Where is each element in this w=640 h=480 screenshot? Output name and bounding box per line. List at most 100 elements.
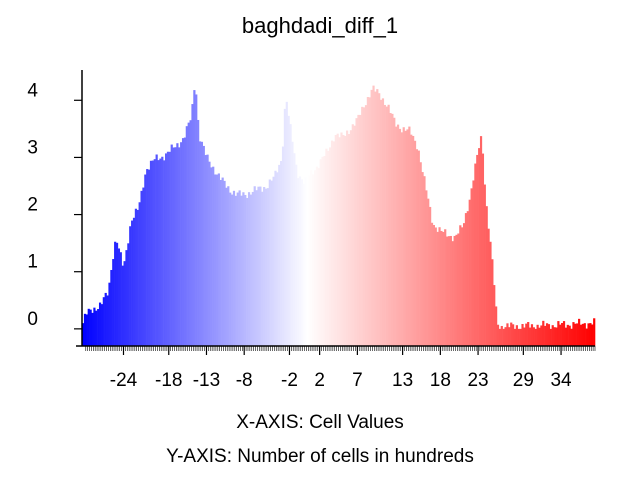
histogram-bar <box>500 325 503 346</box>
histogram-bar <box>114 241 117 346</box>
histogram-bar <box>461 227 464 346</box>
histogram-bar <box>268 179 271 346</box>
histogram-bar <box>404 130 407 346</box>
histogram-bar <box>400 132 403 346</box>
y-tick-label: 3 <box>27 137 38 158</box>
histogram-bar <box>323 155 326 346</box>
histogram-bar <box>306 177 309 346</box>
histogram-bar <box>578 318 581 346</box>
histogram-bar <box>432 224 435 346</box>
y-axis-label: Y-AXIS: Number of cells in hundreds <box>166 446 474 467</box>
histogram-bar <box>593 318 596 346</box>
histogram-bar <box>212 166 215 346</box>
histogram-bar <box>304 177 307 346</box>
histogram-bar <box>536 324 539 346</box>
histogram-bar <box>395 126 398 346</box>
histogram-bar <box>138 202 141 346</box>
histogram-bar <box>545 323 549 346</box>
histogram-bar <box>355 118 358 346</box>
histogram-bar <box>510 322 513 346</box>
histogram-bar <box>406 129 409 346</box>
y-tick-label: 0 <box>27 309 38 330</box>
histogram-bar <box>317 168 320 346</box>
histogram-bar <box>319 159 322 346</box>
histogram-bar <box>589 323 592 346</box>
histogram-bar <box>547 324 551 346</box>
histogram-bar <box>534 328 537 346</box>
histogram-bar <box>476 154 479 346</box>
histogram-bar <box>583 323 586 346</box>
histogram-bar <box>193 90 196 346</box>
histogram-bar <box>349 130 353 346</box>
histogram-bar <box>178 147 181 346</box>
histogram-bar <box>132 217 136 346</box>
histogram-bar <box>363 107 366 346</box>
histogram-bar <box>298 176 302 346</box>
histogram-bar <box>487 228 490 346</box>
histogram-bar <box>436 231 439 346</box>
histogram-bar <box>225 187 228 346</box>
histogram-bar <box>389 112 392 346</box>
histogram-bar <box>542 320 545 346</box>
histogram-bar <box>572 322 575 346</box>
histogram-bar <box>387 104 390 346</box>
histogram-bar <box>153 159 156 346</box>
histogram-bar <box>385 106 388 346</box>
histogram-bar <box>423 176 426 346</box>
histogram-bar <box>185 126 188 346</box>
histogram-bar <box>119 252 122 346</box>
histogram-bar <box>532 327 535 346</box>
histogram-bar <box>115 242 119 346</box>
histogram-bar <box>451 241 454 346</box>
x-tick-label: -8 <box>236 370 253 391</box>
histogram-bar <box>549 328 552 346</box>
histogram-bar <box>110 269 113 346</box>
histogram-bar <box>562 321 566 346</box>
histogram-bar <box>568 325 571 346</box>
histogram-bar <box>127 243 130 346</box>
histogram-bar <box>97 309 100 346</box>
histogram-bar <box>295 164 298 346</box>
x-tick-label: -13 <box>193 370 220 391</box>
histogram-bar <box>123 261 126 346</box>
histogram-bar <box>447 236 451 346</box>
histogram-bar <box>315 166 319 346</box>
chart-title: baghdadi_diff_1 <box>242 13 398 38</box>
histogram-bar <box>242 192 245 346</box>
histogram-bar <box>513 328 517 346</box>
histogram-bar <box>108 282 111 346</box>
histogram-bar <box>378 93 381 347</box>
histogram-bar <box>496 324 500 346</box>
histogram-bar <box>255 190 258 346</box>
histogram-bar <box>459 225 462 346</box>
histogram-bar <box>444 229 447 346</box>
histogram-bar <box>285 101 288 346</box>
histogram-bar <box>102 297 105 346</box>
y-tick-label: 1 <box>27 252 38 273</box>
histogram-bar <box>421 172 424 346</box>
histogram-bar <box>557 321 560 346</box>
histogram-bar <box>481 153 485 346</box>
histogram-bar <box>528 327 532 346</box>
histogram-bar <box>440 230 443 346</box>
histogram-bar <box>191 104 194 346</box>
histogram-bar <box>515 325 518 346</box>
histogram-bar <box>504 327 507 346</box>
histogram-bar <box>89 309 92 346</box>
histogram-bar <box>466 211 469 346</box>
histogram-bar <box>472 180 475 346</box>
histogram-bar <box>146 169 149 346</box>
y-tick-labels: 0 1 2 3 4 <box>27 80 82 330</box>
histogram-bar <box>100 304 104 346</box>
histogram-bar <box>517 328 520 346</box>
histogram-bar <box>434 227 437 346</box>
histogram-bar <box>278 164 281 346</box>
histogram-bar <box>485 206 488 346</box>
histogram-bar <box>553 327 556 346</box>
histogram-bar <box>427 198 430 346</box>
histogram-bar <box>453 235 456 346</box>
histogram-bar <box>470 188 473 346</box>
histogram-bar <box>351 124 354 346</box>
histogram-bar <box>474 163 477 346</box>
histogram-bar <box>417 150 420 346</box>
